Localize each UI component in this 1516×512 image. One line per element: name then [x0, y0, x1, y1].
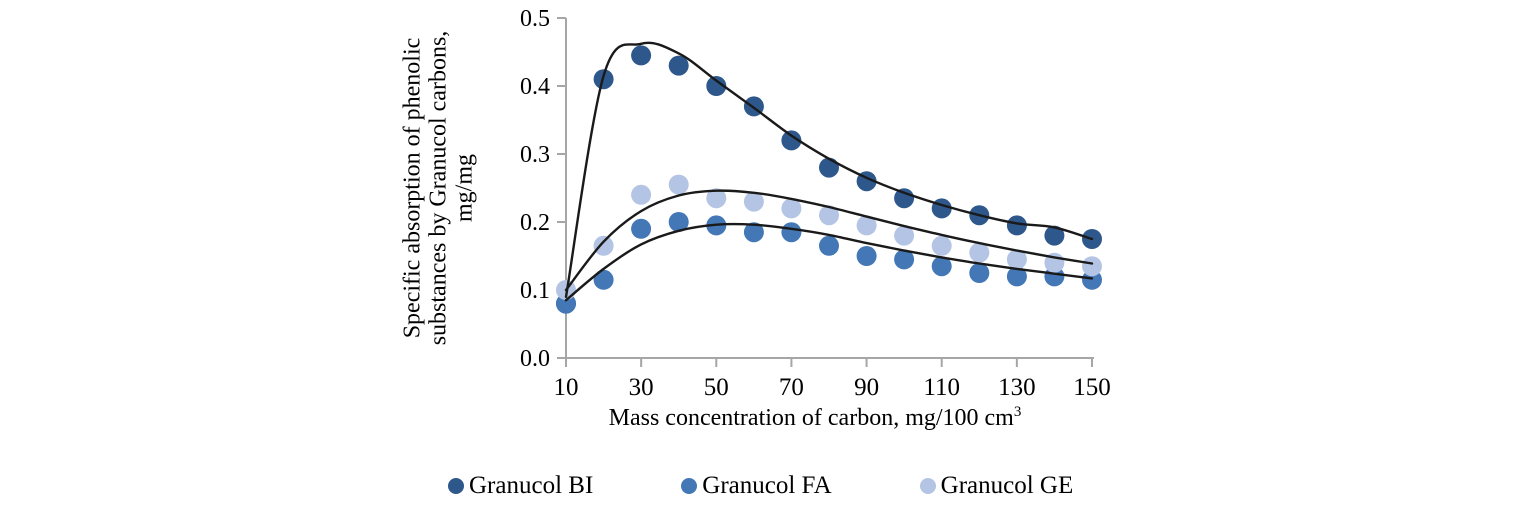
y-axis-title: Specific absorption of phenolic substanc…	[399, 31, 477, 346]
data-point-granucol-fa-x130	[1006, 266, 1027, 287]
data-point-granucol-fa-x90	[856, 246, 877, 266]
data-point-granucol-ge-x20	[593, 235, 614, 256]
data-point-granucol-ge-x80	[819, 205, 839, 226]
data-point-granucol-ge-x30	[631, 184, 652, 205]
data-point-granucol-ge-x130	[1006, 249, 1027, 270]
data-point-granucol-ge-x120	[969, 242, 990, 263]
legend-item-granucol-ge: Granucol GE	[919, 472, 1074, 500]
data-point-granucol-bi-x100	[894, 188, 915, 209]
data-point-granucol-ge-x40	[668, 174, 689, 195]
data-point-granucol-fa-x100	[894, 249, 915, 270]
y-tick-label: 0.1	[520, 278, 550, 304]
x-tick-label: 90	[854, 374, 879, 401]
x-tick-label: 150	[1073, 374, 1111, 401]
data-point-granucol-bi-x140	[1044, 225, 1065, 246]
data-point-granucol-bi-x50	[706, 76, 727, 96]
x-tick-label: 110	[923, 374, 960, 401]
data-point-granucol-bi-x30	[631, 45, 652, 66]
data-point-granucol-ge-x60	[743, 191, 764, 212]
data-point-granucol-ge-x150	[1082, 256, 1102, 277]
x-axis-title-superscript: 3	[1013, 404, 1022, 420]
data-point-granucol-fa-x40	[668, 212, 689, 232]
legend-marker-bi-icon	[448, 478, 464, 494]
data-point-granucol-fa-x30	[631, 218, 652, 239]
data-point-granucol-fa-x60	[743, 222, 764, 243]
data-point-granucol-bi-x130	[1006, 215, 1027, 236]
legend-label-bi: Granucol BI	[469, 472, 594, 499]
x-tick-label: 10	[554, 374, 579, 401]
data-point-granucol-ge-x50	[706, 188, 727, 209]
data-point-granucol-ge-x100	[894, 225, 915, 246]
legend-label-ge: Granucol GE	[940, 472, 1074, 499]
x-tick-label: 30	[629, 374, 654, 401]
y-axis-title-wrap: Specific absorption of phenolic substanc…	[390, 6, 486, 370]
y-axis-title-line-2: substances by Granucol carbons,	[425, 30, 452, 346]
y-tick-label: 0.3	[520, 142, 550, 168]
trend-curve-granucol-ge	[564, 189, 1094, 292]
y-tick-label: 0.4	[520, 74, 550, 100]
y-axis-title-line-3: mg/mg	[451, 153, 478, 223]
y-tick-label: 0.5	[520, 6, 550, 32]
data-point-granucol-ge-x110	[931, 235, 952, 256]
trend-curve-granucol-fa	[564, 222, 1094, 302]
data-point-granucol-fa-x80	[819, 235, 839, 256]
data-point-granucol-ge-x90	[856, 215, 877, 236]
y-tick-label: 0.0	[520, 346, 550, 372]
x-axis-title: Mass concentration of carbon, mg/100 cm3	[550, 404, 1080, 432]
legend-item-granucol-bi: Granucol BI	[448, 472, 593, 500]
data-point-granucol-bi-x110	[931, 198, 952, 219]
legend-label-fa: Granucol FA	[702, 472, 832, 499]
y-tick-label: 0.2	[520, 210, 550, 236]
data-point-granucol-fa-x120	[969, 263, 990, 283]
data-point-granucol-fa-x70	[781, 222, 802, 243]
y-axis-title-line-1: Specific absorption of phenolic	[399, 37, 426, 339]
legend-item-granucol-fa: Granucol FA	[681, 472, 832, 500]
data-point-granucol-ge-x70	[781, 198, 802, 219]
data-point-granucol-fa-x110	[931, 256, 952, 277]
legend-marker-fa-icon	[681, 478, 698, 494]
data-point-granucol-bi-x40	[668, 55, 689, 76]
x-tick-label: 50	[704, 374, 729, 401]
data-point-granucol-bi-x70	[781, 130, 802, 151]
legend: Granucol BI Granucol FA Granucol GE	[448, 472, 1073, 500]
x-tick-label: 70	[779, 374, 804, 401]
x-tick-label: 130	[998, 374, 1036, 401]
legend-marker-ge-icon	[919, 478, 936, 494]
data-point-granucol-fa-x20	[593, 269, 614, 290]
x-axis-title-text: Mass concentration of carbon, mg/100 cm	[608, 405, 1014, 431]
data-point-granucol-bi-x80	[819, 157, 839, 178]
trend-curve-granucol-bi	[564, 41, 1094, 298]
